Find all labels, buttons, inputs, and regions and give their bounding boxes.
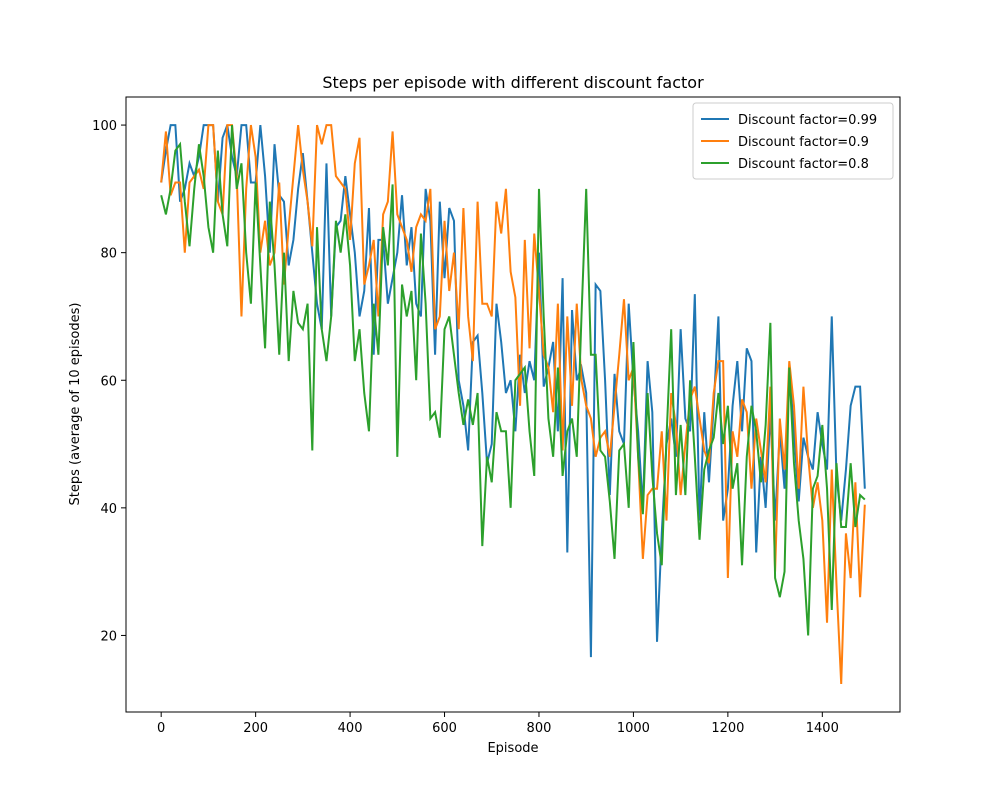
series-line [160,124,866,636]
y-axis-label: Steps (average of 10 episodes) [68,303,83,506]
legend: Discount factor=0.99 Discount factor=0.9 D… [692,102,894,180]
series-line [160,124,866,658]
legend-label: Discount factor=0.8 [738,157,869,172]
legend-box [692,102,894,180]
x-tick-label: 800 [527,721,552,736]
y-tick-label: 100 [92,119,117,134]
x-tick-label: 1400 [806,721,839,736]
x-tick-label: 200 [243,721,268,736]
y-tick-label: 20 [100,629,117,644]
y-tick-label: 40 [100,502,117,517]
x-tick-label: 400 [338,721,363,736]
y-tick-label: 80 [100,247,117,262]
x-axis-label: Episode [487,741,538,756]
legend-label: Discount factor=0.99 [738,113,877,128]
x-tick-label: 600 [432,721,457,736]
legend-label: Discount factor=0.9 [738,135,869,150]
plot-frame [125,96,901,713]
x-tick-label: 1200 [711,721,744,736]
x-tick-label: 1000 [617,721,650,736]
x-tick-label: 0 [157,721,165,736]
chart-title: Steps per episode with different discoun… [322,73,704,92]
series-line [160,124,866,684]
y-tick-label: 60 [100,374,117,389]
